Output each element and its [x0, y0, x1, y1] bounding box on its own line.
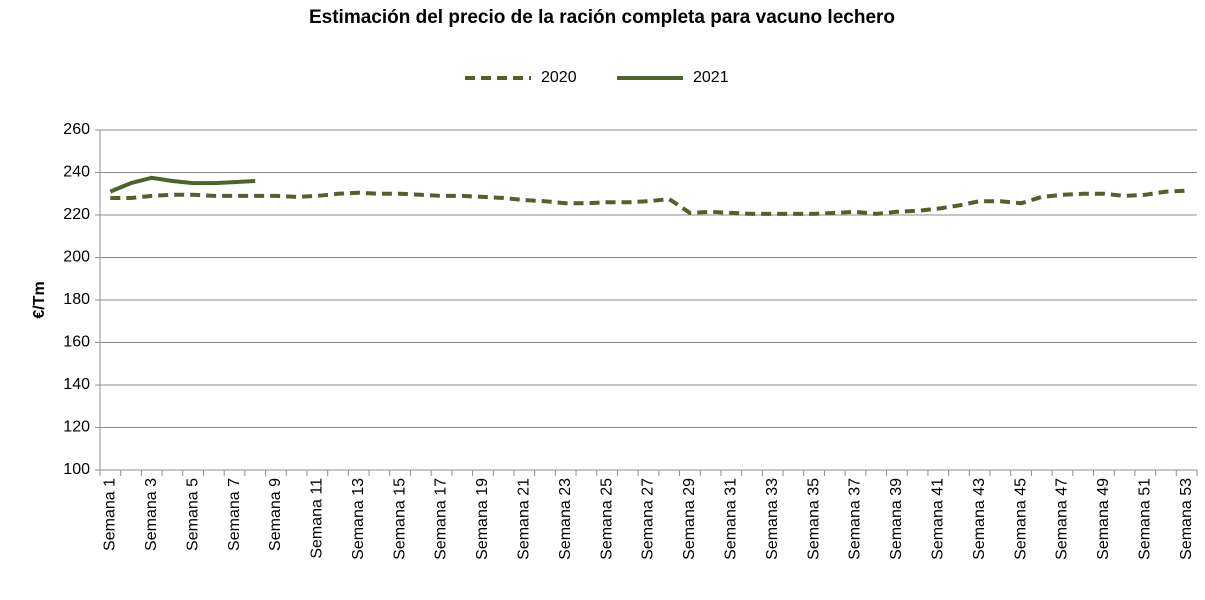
legend-label: 2021 — [693, 69, 729, 86]
y-axis-title: €/Tm — [31, 281, 48, 318]
x-tick-label: Semana 29 — [681, 478, 698, 560]
y-tick-label: 200 — [63, 249, 90, 266]
y-tick-label: 160 — [63, 334, 90, 351]
x-tick-label: Semana 11 — [309, 478, 326, 559]
x-tick-label: Semana 51 — [1136, 478, 1153, 560]
series-line — [109, 175, 256, 194]
x-tick-label: Semana 21 — [516, 478, 533, 560]
x-tick-label: Semana 35 — [805, 478, 822, 560]
x-tick-label: Semana 15 — [391, 478, 408, 560]
x-tick-label: Semana 31 — [723, 478, 740, 560]
x-tick-label: Semana 45 — [1012, 478, 1029, 560]
y-tick-label: 180 — [63, 291, 90, 308]
y-tick-label: 140 — [63, 376, 90, 393]
x-tick-label: Semana 47 — [1054, 478, 1071, 560]
x-tick-label: Semana 37 — [847, 478, 864, 560]
y-tick-label: 240 — [63, 164, 90, 181]
x-tick-label: Semana 5 — [184, 478, 201, 551]
x-tick-label: Semana 1 — [102, 478, 119, 551]
x-tick-label: Semana 41 — [929, 478, 946, 560]
x-tick-label: Semana 17 — [433, 478, 450, 560]
y-tick-label: 260 — [63, 121, 90, 138]
series-line — [110, 188, 1187, 216]
x-tick-label: Semana 33 — [764, 478, 781, 560]
y-tick-label: 220 — [63, 206, 90, 223]
x-tick-label: Semana 43 — [971, 478, 988, 560]
x-tick-label: Semana 7 — [226, 478, 243, 551]
x-tick-label: Semana 49 — [1095, 478, 1112, 560]
y-tick-label: 120 — [63, 419, 90, 436]
x-tick-label: Semana 27 — [640, 478, 657, 560]
x-tick-label: Semana 23 — [557, 478, 574, 560]
x-tick-label: Semana 3 — [143, 478, 160, 551]
x-tick-label: Semana 53 — [1178, 478, 1195, 560]
chart-title: Estimación del precio de la ración compl… — [309, 7, 895, 28]
x-tick-label: Semana 9 — [267, 478, 284, 551]
x-tick-label: Semana 13 — [350, 478, 367, 560]
x-tick-label: Semana 19 — [474, 478, 491, 560]
x-tick-label: Semana 39 — [888, 478, 905, 560]
x-tick-label: Semana 25 — [598, 478, 615, 560]
legend-label: 2020 — [541, 69, 577, 86]
y-tick-label: 100 — [63, 461, 90, 478]
